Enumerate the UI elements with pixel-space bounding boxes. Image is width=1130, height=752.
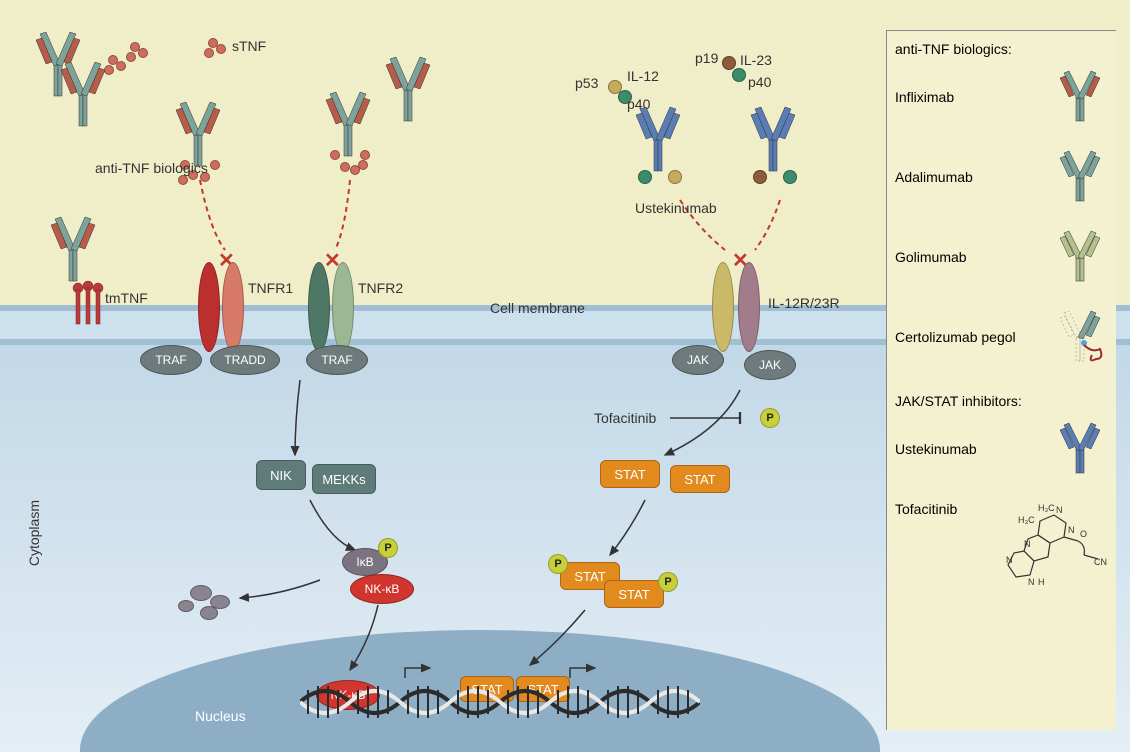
cytoplasm-label: Cytoplasm: [26, 500, 42, 566]
antibody-tnf-icon: [55, 60, 111, 130]
stnf-label: sTNF: [232, 38, 266, 54]
il12-label: IL-12: [627, 68, 659, 84]
certolizumab-icon: [1052, 309, 1108, 365]
p19-bound-icon: [753, 170, 767, 184]
svg-text:CN: CN: [1094, 557, 1107, 567]
legend-label: Adalimumab: [895, 169, 1052, 185]
tnfr2-subunit-icon: [332, 262, 354, 352]
svg-text:H: H: [1038, 577, 1045, 587]
p19-label: p19: [695, 50, 718, 66]
legend-row: Tofacitinib H₃C H₃C N N: [895, 501, 1108, 591]
legend-row: Infliximab: [895, 69, 1108, 125]
ustekinumab-label: Ustekinumab: [635, 200, 717, 216]
tmtnf-label: tmTNF: [105, 290, 148, 306]
tnfr1-subunit-icon: [198, 262, 220, 352]
p53-bound-icon: [668, 170, 682, 184]
tnfr2-label: TNFR2: [358, 280, 403, 296]
jak-protein: JAK: [744, 350, 796, 380]
svg-text:O: O: [1080, 529, 1087, 539]
tnfr2-subunit-icon: [308, 262, 330, 352]
svg-text:N: N: [1006, 555, 1013, 565]
legend-row: Certolizumab pegol: [895, 309, 1108, 365]
tofacitinib-label: Tofacitinib: [594, 410, 656, 426]
p40-label: p40: [748, 74, 771, 90]
svg-text:N: N: [1028, 577, 1035, 587]
phospho-tag: P: [378, 538, 398, 558]
antibody-ustekinumab-icon: [745, 105, 801, 175]
tnfr1-label: TNFR1: [248, 280, 293, 296]
adalimumab-icon: [1052, 149, 1108, 205]
antibody-ustekinumab-icon: [630, 105, 686, 175]
legend-label: Ustekinumab: [895, 441, 1052, 457]
signaling-diagram: sTNF anti-TNF biologics tmTNF: [0, 0, 1130, 752]
phospho-tag: P: [658, 572, 678, 592]
phospho-tag: P: [548, 554, 568, 574]
legend-label: Certolizumab pegol: [895, 329, 1052, 345]
tmtnf-icon: [70, 280, 110, 330]
legend-row: Adalimumab: [895, 149, 1108, 205]
p53-label: p53: [575, 75, 598, 91]
antibody-tnf-icon: [320, 90, 376, 160]
legend-label: Golimumab: [895, 249, 1052, 265]
svg-text:H₃C: H₃C: [1038, 503, 1055, 513]
svg-text:N: N: [1024, 539, 1031, 549]
legend-label: Tofacitinib: [895, 501, 998, 517]
legend-row: Golimumab: [895, 229, 1108, 285]
nfkb-protein: NK-κB: [350, 574, 414, 604]
antibody-tnf-icon: [380, 55, 436, 125]
legend-title-jak: JAK/STAT inhibitors:: [895, 393, 1108, 409]
phospho-tag: P: [760, 408, 780, 428]
svg-text:N: N: [1056, 505, 1063, 515]
p40-bound-icon: [638, 170, 652, 184]
il12r-subunit-icon: [712, 262, 734, 352]
legend-row: Ustekinumab: [895, 421, 1108, 477]
p40-icon: [732, 68, 746, 82]
p19-icon: [722, 56, 736, 70]
stat-protein: STAT: [670, 465, 730, 493]
infliximab-icon: [1052, 69, 1108, 125]
svg-text:H₃C: H₃C: [1018, 515, 1035, 525]
cell-membrane-label: Cell membrane: [490, 300, 585, 316]
legend-label: Infliximab: [895, 89, 1052, 105]
dna-helix-icon: [300, 680, 700, 724]
legend-title-tnf: anti-TNF biologics:: [895, 41, 1108, 57]
anti-tnf-label: anti-TNF biologics: [95, 160, 208, 176]
nik-protein: NIK: [256, 460, 306, 490]
tnfr1-subunit-icon: [222, 262, 244, 352]
il23r-subunit-icon: [738, 262, 760, 352]
mekk-protein: MEKKs: [312, 464, 376, 494]
il23-label: IL-23: [740, 52, 772, 68]
legend-panel: anti-TNF biologics: Infliximab Adalimuma…: [886, 30, 1116, 730]
il12r-label: IL-12R/23R: [768, 295, 840, 311]
nucleus-label: Nucleus: [195, 708, 246, 724]
svg-text:N: N: [1068, 525, 1075, 535]
traf-protein: TRAF: [140, 345, 202, 375]
stat-protein: STAT: [604, 580, 664, 608]
jak-protein: JAK: [672, 345, 724, 375]
antibody-tnf-icon: [45, 215, 101, 285]
traf-protein: TRAF: [306, 345, 368, 375]
golimumab-icon: [1052, 229, 1108, 285]
stat-protein: STAT: [600, 460, 660, 488]
tofacitinib-structure-icon: H₃C H₃C N N N N N H O CN: [998, 501, 1108, 591]
p40-bound-icon: [783, 170, 797, 184]
tradd-protein: TRADD: [210, 345, 280, 375]
ustekinumab-icon: [1052, 421, 1108, 477]
